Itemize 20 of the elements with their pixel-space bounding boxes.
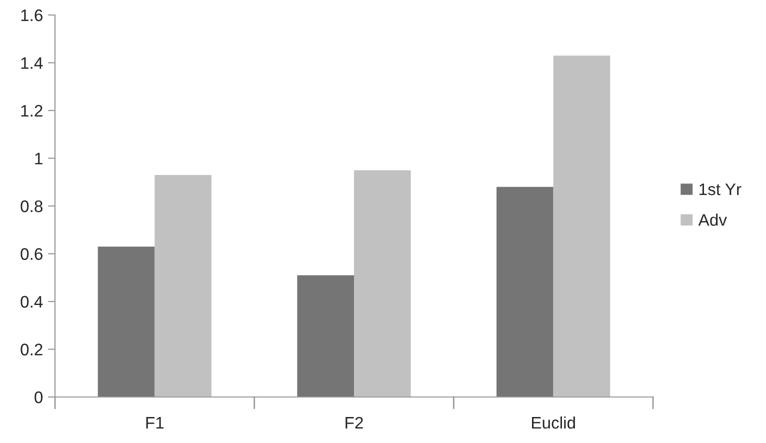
- y-tick-label: 0.4: [20, 296, 43, 308]
- bar: [154, 174, 212, 397]
- y-tick-label: 1: [35, 152, 42, 164]
- bar: [98, 246, 155, 397]
- bar: [553, 56, 610, 397]
- legend-label: Adv: [698, 214, 727, 226]
- x-tick-label: Euclid: [532, 416, 575, 429]
- y-tick-label: 1.6: [21, 9, 42, 22]
- y-tick-label: 0.2: [20, 344, 42, 356]
- x-tick-label: F2: [346, 416, 363, 429]
- x-tick-label: F1: [146, 417, 164, 429]
- bar: [297, 275, 354, 397]
- bar: [496, 186, 554, 397]
- y-tick-label: 0.8: [20, 200, 42, 212]
- y-tick-label: 0: [34, 391, 43, 404]
- y-tick-label: 1.4: [21, 57, 43, 69]
- bar: [354, 170, 411, 397]
- y-tick-label: 1.2: [21, 104, 42, 117]
- y-tick-label: 0.6: [20, 248, 42, 260]
- legend-label: 1st Yr: [700, 184, 742, 196]
